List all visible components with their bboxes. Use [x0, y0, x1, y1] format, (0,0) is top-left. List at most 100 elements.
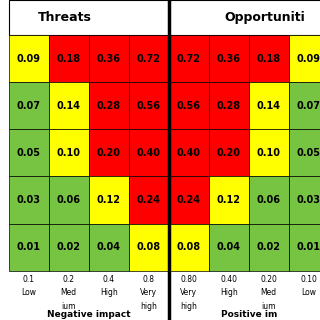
Text: 0.07: 0.07: [297, 101, 320, 111]
Text: 0.24: 0.24: [177, 195, 201, 205]
Bar: [209, 129, 249, 176]
Text: 0.36: 0.36: [217, 54, 241, 64]
Bar: [289, 176, 320, 224]
Bar: [49, 35, 89, 82]
Text: 0.07: 0.07: [17, 101, 41, 111]
Text: Opportuniti: Opportuniti: [224, 11, 305, 24]
Bar: [209, 224, 249, 271]
Text: 0.02: 0.02: [57, 242, 81, 252]
Bar: [169, 82, 209, 129]
Bar: [89, 224, 129, 271]
Text: 0.06: 0.06: [257, 195, 281, 205]
Text: 0.08: 0.08: [137, 242, 161, 252]
Text: 0.10: 0.10: [300, 275, 317, 284]
Bar: [249, 35, 289, 82]
Text: 0.80: 0.80: [180, 275, 197, 284]
Text: ium: ium: [261, 302, 276, 311]
Bar: [89, 176, 129, 224]
Text: 0.10: 0.10: [257, 148, 281, 158]
Text: Low: Low: [21, 288, 36, 297]
Bar: [9, 82, 49, 129]
Text: 0.06: 0.06: [57, 195, 81, 205]
Bar: [49, 129, 89, 176]
Text: 0.56: 0.56: [177, 101, 201, 111]
Text: 0.8: 0.8: [143, 275, 155, 284]
Bar: [129, 35, 169, 82]
Text: 0.09: 0.09: [17, 54, 41, 64]
Bar: [9, 35, 49, 82]
Text: 0.02: 0.02: [257, 242, 281, 252]
Bar: [169, 224, 209, 271]
Text: 0.72: 0.72: [137, 54, 161, 64]
Text: 0.09: 0.09: [297, 54, 320, 64]
Bar: [9, 129, 49, 176]
Bar: [209, 176, 249, 224]
Bar: [249, 129, 289, 176]
Text: 0.04: 0.04: [97, 242, 121, 252]
Text: 0.72: 0.72: [177, 54, 201, 64]
Text: 0.03: 0.03: [297, 195, 320, 205]
Text: 0.20: 0.20: [97, 148, 121, 158]
Bar: [169, 0, 320, 35]
Text: High: High: [220, 288, 238, 297]
Text: 0.05: 0.05: [17, 148, 41, 158]
Text: Negative impact: Negative impact: [47, 310, 131, 319]
Text: Positive im: Positive im: [220, 310, 277, 319]
Bar: [9, 224, 49, 271]
Text: 0.40: 0.40: [177, 148, 201, 158]
Text: 0.08: 0.08: [177, 242, 201, 252]
Bar: [289, 82, 320, 129]
Text: Med: Med: [261, 288, 277, 297]
Text: 0.40: 0.40: [137, 148, 161, 158]
Text: 0.18: 0.18: [57, 54, 81, 64]
Text: 0.36: 0.36: [97, 54, 121, 64]
Bar: [249, 176, 289, 224]
Text: high: high: [140, 302, 157, 311]
Text: 0.28: 0.28: [217, 101, 241, 111]
Bar: [129, 224, 169, 271]
Text: 0.28: 0.28: [97, 101, 121, 111]
Bar: [169, 176, 209, 224]
Text: 0.2: 0.2: [63, 275, 75, 284]
Bar: [209, 82, 249, 129]
Bar: [169, 129, 209, 176]
Text: 0.18: 0.18: [257, 54, 281, 64]
Bar: [89, 82, 129, 129]
Text: Med: Med: [61, 288, 77, 297]
Bar: [249, 82, 289, 129]
Text: 0.05: 0.05: [297, 148, 320, 158]
Text: 0.12: 0.12: [217, 195, 241, 205]
Bar: [129, 176, 169, 224]
Bar: [209, 35, 249, 82]
Text: Threats: Threats: [38, 11, 92, 24]
Text: 0.20: 0.20: [260, 275, 277, 284]
Text: 0.10: 0.10: [57, 148, 81, 158]
Bar: [9, 176, 49, 224]
Text: 0.56: 0.56: [137, 101, 161, 111]
Text: 0.40: 0.40: [220, 275, 237, 284]
Text: 0.14: 0.14: [57, 101, 81, 111]
Text: high: high: [180, 302, 197, 311]
Text: 0.12: 0.12: [97, 195, 121, 205]
Text: Very: Very: [180, 288, 197, 297]
Bar: [289, 35, 320, 82]
Text: 0.01: 0.01: [17, 242, 41, 252]
Bar: [89, 129, 129, 176]
Bar: [49, 82, 89, 129]
Text: 0.04: 0.04: [217, 242, 241, 252]
Bar: [9, 0, 169, 35]
Text: 0.4: 0.4: [103, 275, 115, 284]
Bar: [249, 224, 289, 271]
Text: 0.20: 0.20: [217, 148, 241, 158]
Bar: [129, 129, 169, 176]
Text: ium: ium: [61, 302, 76, 311]
Text: 0.1: 0.1: [23, 275, 35, 284]
Text: 0.14: 0.14: [257, 101, 281, 111]
Bar: [169, 35, 209, 82]
Bar: [289, 129, 320, 176]
Text: Very: Very: [140, 288, 157, 297]
Text: 0.24: 0.24: [137, 195, 161, 205]
Bar: [49, 176, 89, 224]
Text: Low: Low: [301, 288, 316, 297]
Text: 0.03: 0.03: [17, 195, 41, 205]
